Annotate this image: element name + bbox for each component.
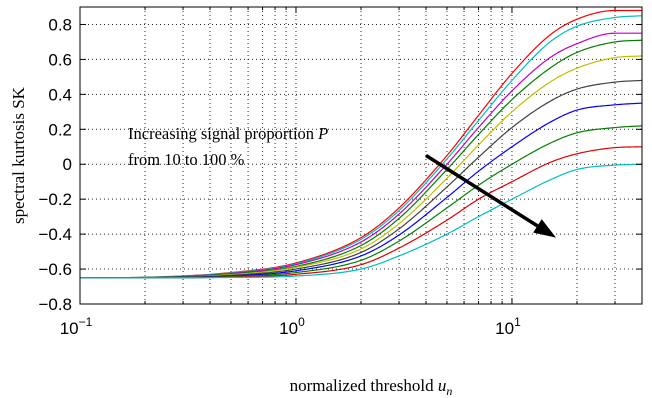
y-tick-label: 0.8 (48, 15, 72, 34)
y-tick-label: 0.4 (48, 85, 72, 104)
x-tick-label: 101 (495, 315, 521, 338)
series-line-10 (80, 163, 643, 279)
x-tick-exponent: 0 (298, 315, 305, 329)
annotation-arrow (425, 154, 539, 228)
annotation-line-1: Increasing signal proportion P (128, 124, 328, 143)
y-axis-label: spectral kurtosis SK (9, 86, 28, 224)
x-tick-exponent: −1 (79, 315, 93, 329)
x-tick-base: 10 (495, 319, 514, 338)
x-tick-labels: 10−1 100 101 (60, 315, 521, 338)
y-tick-label: 0.6 (48, 50, 72, 69)
x-tick-base: 10 (279, 319, 298, 338)
x-tick-base: 10 (60, 319, 79, 338)
annotation-line-1-text: Increasing signal proportion (128, 124, 318, 143)
x-axis-label-var: u (438, 376, 447, 395)
series-group (79, 9, 643, 279)
annotation: Increasing signal proportion P from 10 t… (128, 124, 557, 238)
x-tick-label: 10−1 (60, 315, 93, 338)
x-tick-label: 100 (279, 315, 305, 338)
y-tick-label: −0.8 (38, 295, 72, 314)
annotation-variable: P (317, 124, 328, 143)
tick-marks (79, 7, 643, 305)
x-axis-label-text: normalized threshold (290, 376, 438, 395)
x-axis-label-subscript: n (446, 384, 452, 398)
series-line-6 (80, 79, 643, 279)
y-tick-label: 0.2 (48, 120, 72, 139)
series-line-5 (80, 55, 643, 279)
y-tick-label: −0.2 (38, 190, 72, 209)
annotation-line-2: from 10 to 100 % (128, 150, 245, 169)
y-tick-label: −0.4 (38, 225, 72, 244)
annotation-arrow-head (533, 219, 557, 238)
y-tick-labels: −0.8 −0.6 −0.4 −0.2 0 0.2 0.4 0.6 0.8 (38, 15, 72, 314)
y-tick-label: −0.6 (38, 260, 72, 279)
x-axis-label: normalized threshold un (290, 376, 453, 398)
y-tick-label: 0 (63, 155, 72, 174)
x-tick-exponent: 1 (514, 315, 521, 329)
